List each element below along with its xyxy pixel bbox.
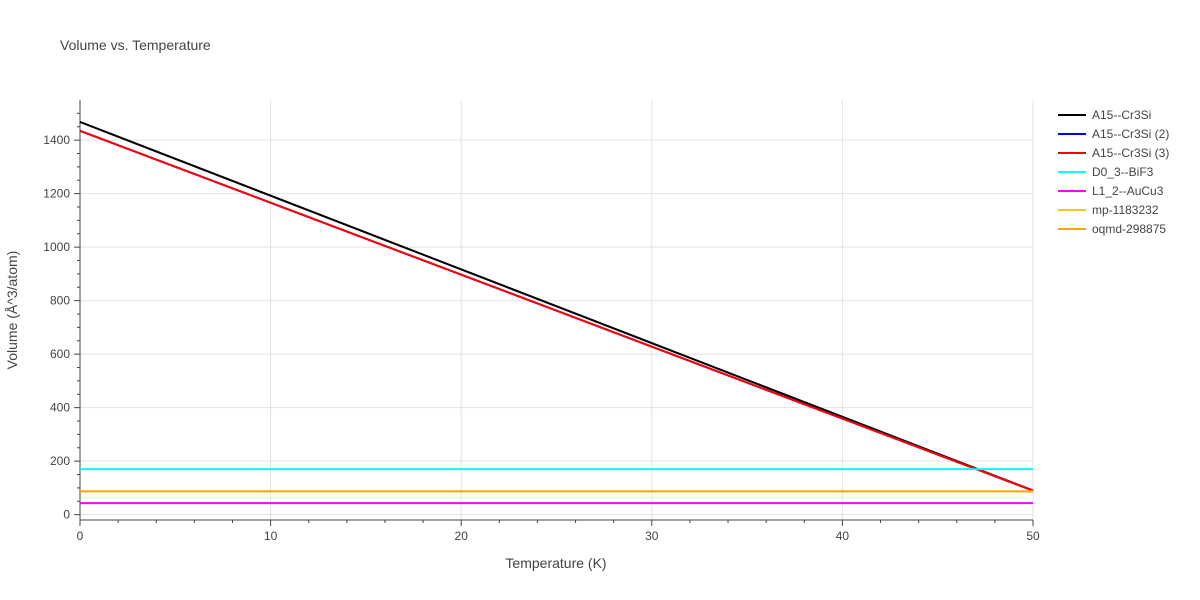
x-tick-label: 50 xyxy=(1026,529,1040,543)
x-axis-title: Temperature (K) xyxy=(505,555,606,571)
grid xyxy=(80,100,1034,520)
y-tick-label: 600 xyxy=(50,347,70,361)
series-lines xyxy=(79,121,1034,505)
y-tick-label: 1000 xyxy=(43,240,70,254)
y-tick-label: 800 xyxy=(50,294,70,308)
legend-label[interactable]: D0_3--BiF3 xyxy=(1092,165,1154,179)
x-tick-label: 0 xyxy=(77,529,84,543)
x-tick-label: 40 xyxy=(836,529,850,543)
legend-label[interactable]: A15--Cr3Si (2) xyxy=(1092,127,1169,141)
x-tick-label: 10 xyxy=(264,529,278,543)
legend-label[interactable]: A15--Cr3Si (3) xyxy=(1092,146,1169,160)
x-tick-label: 20 xyxy=(455,529,469,543)
series-line-0 xyxy=(79,121,1034,492)
y-tick-label: 1400 xyxy=(43,133,70,147)
legend[interactable]: A15--Cr3Si A15--Cr3Si (2) A15--Cr3Si (3) D0… xyxy=(1058,108,1169,236)
axes: 0 10 20 30 40 50 0 200 400 600 800 1000 1200 1400 xyxy=(43,100,1040,543)
x-tick-label: 30 xyxy=(645,529,659,543)
legend-label[interactable]: mp-1183232 xyxy=(1092,203,1159,217)
y-tick-label: 400 xyxy=(50,401,70,415)
series-line-2 xyxy=(79,129,1034,492)
legend-label[interactable]: A15--Cr3Si xyxy=(1092,108,1151,122)
y-tick-label: 200 xyxy=(50,454,70,468)
y-axis-title: Volume (Å^3/atom) xyxy=(4,251,20,370)
y-tick-label: 0 xyxy=(63,508,70,522)
legend-label[interactable]: oqmd-298875 xyxy=(1092,222,1166,236)
legend-label[interactable]: L1_2--AuCu3 xyxy=(1092,184,1164,198)
chart-title: Volume vs. Temperature xyxy=(60,37,211,53)
y-tick-label: 1200 xyxy=(43,187,70,201)
